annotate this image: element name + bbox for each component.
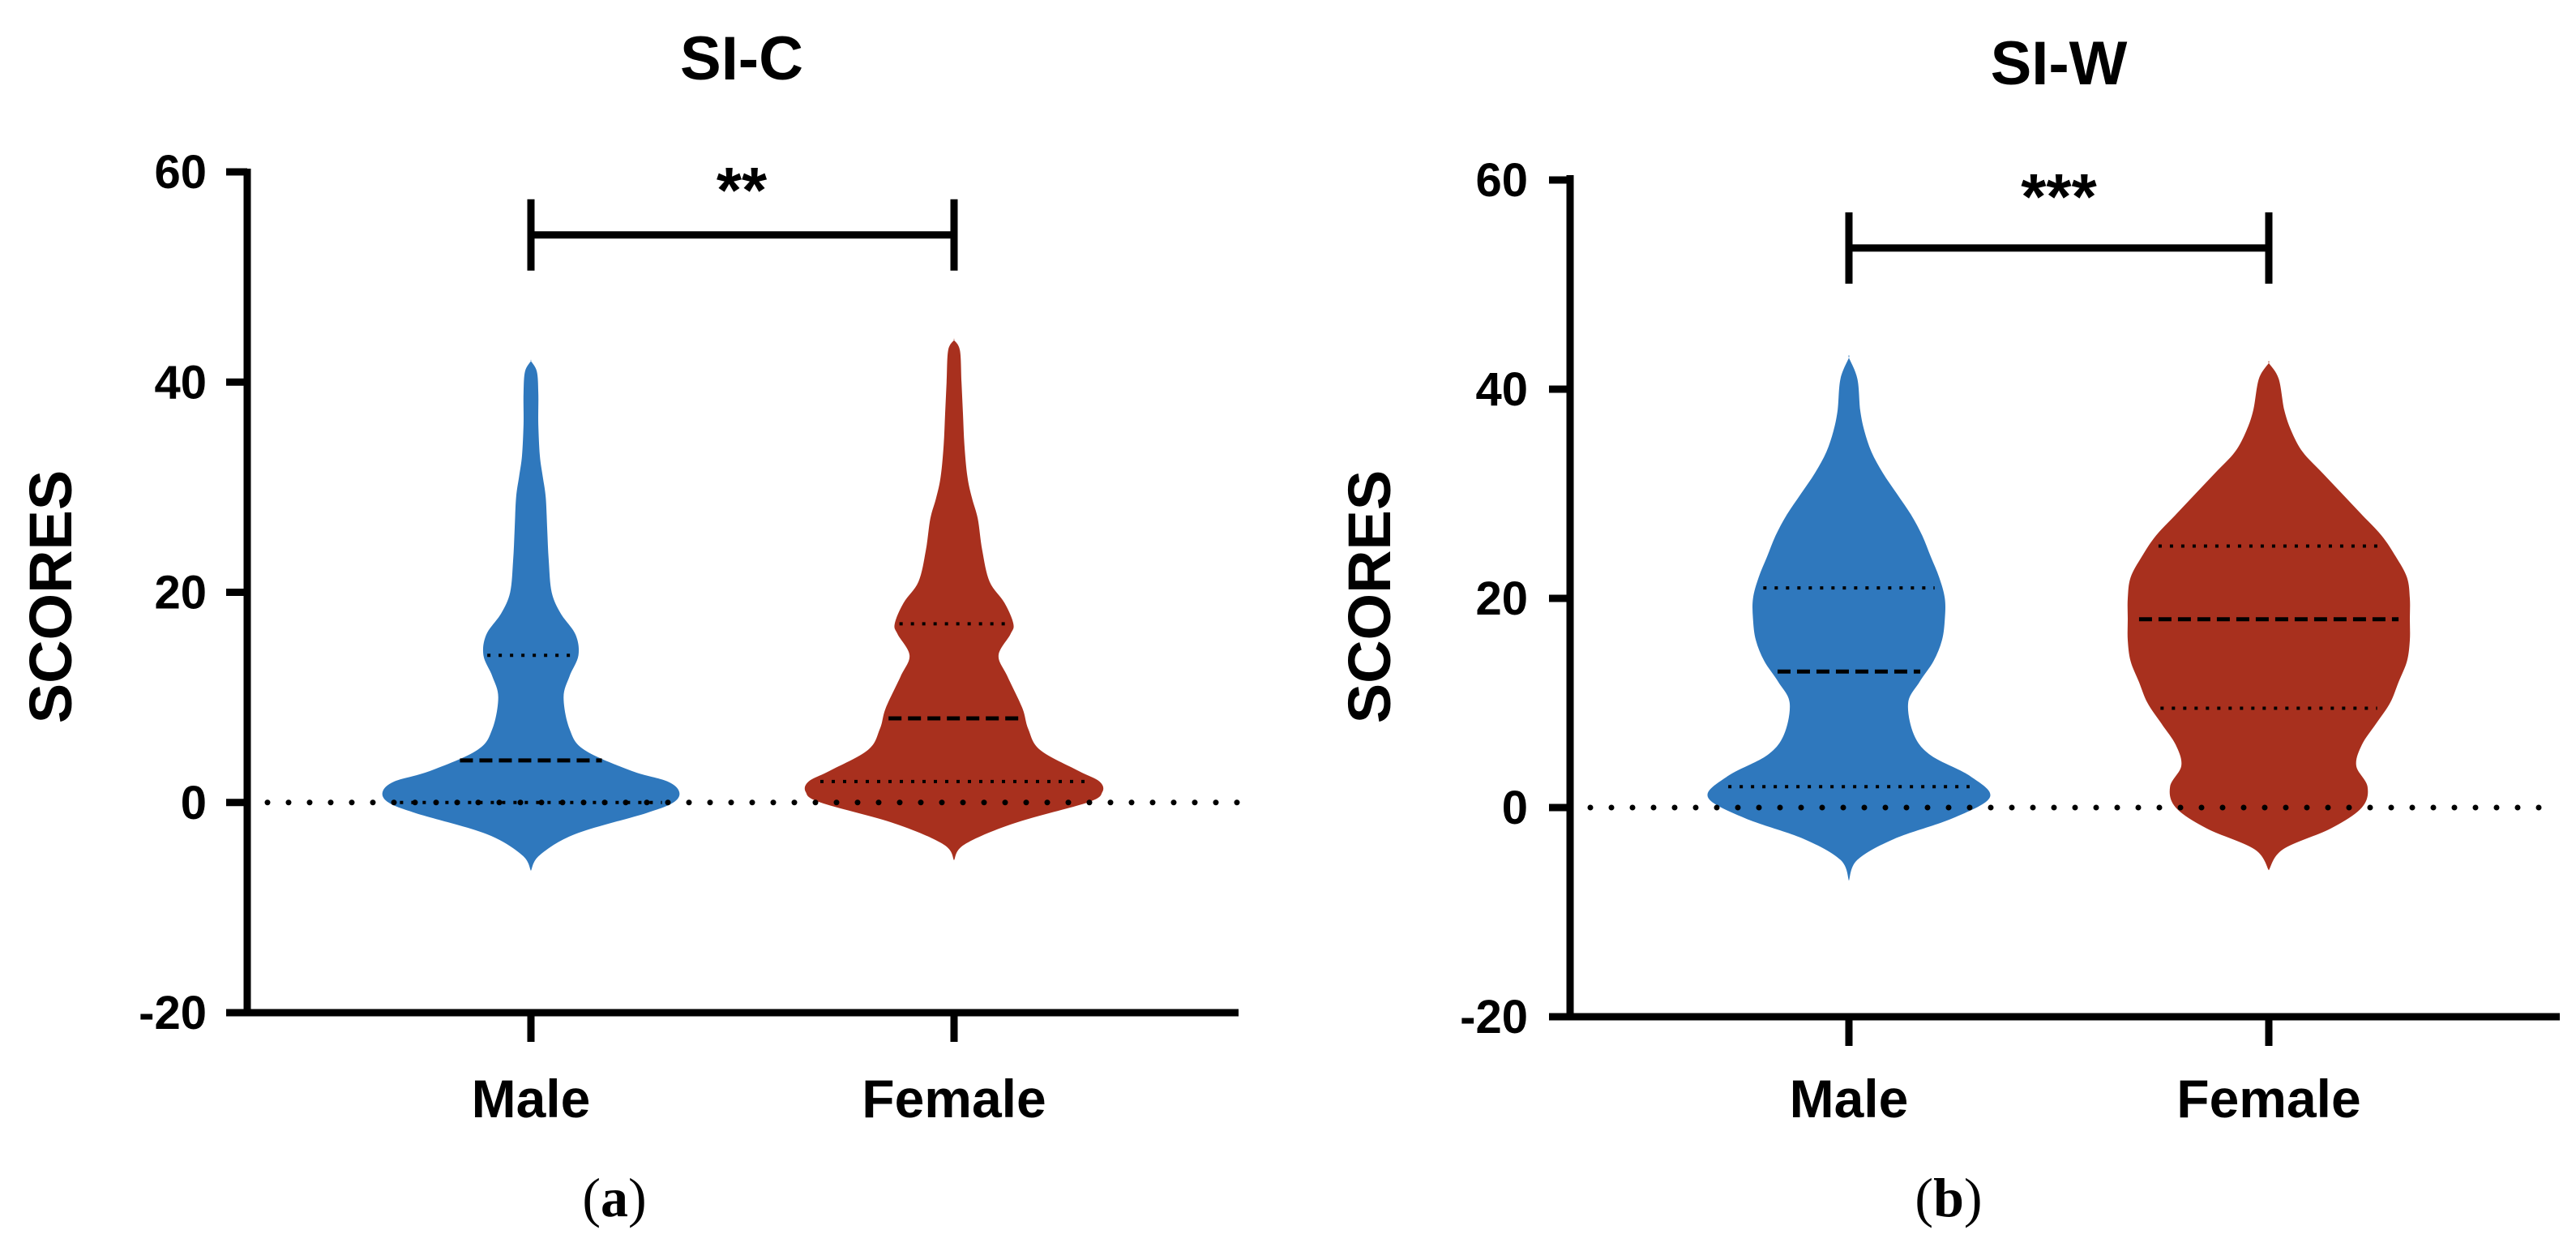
violin-male: [1707, 355, 1991, 881]
y-tick-label: 40: [1475, 363, 1528, 416]
y-tick-label: 0: [1502, 782, 1528, 834]
panel-caption: (a): [582, 1167, 646, 1228]
y-tick-label: 20: [154, 567, 207, 619]
chart-title: SI-C: [680, 24, 803, 93]
y-axis-label: SCORES: [17, 470, 84, 724]
significance-stars: **: [717, 154, 768, 226]
y-tick-label: 20: [1475, 572, 1528, 625]
chart-title: SI-W: [1991, 29, 2128, 98]
x-tick-label-male: Male: [1790, 1069, 1909, 1129]
y-tick-label: -20: [139, 987, 207, 1039]
panel-a: SI-C SCORES ** (a) 60 40 20 0 -20 Male Female: [17, 24, 1243, 1228]
violin-male: [382, 359, 680, 872]
significance-bracket: [1845, 212, 2273, 284]
y-axis-label: SCORES: [1336, 470, 1403, 724]
panel-caption: (b): [1915, 1167, 1982, 1228]
significance-bracket: [527, 199, 958, 271]
panel-b: SI-W SCORES *** (b) 60 40 20 0 -20 Male Female: [1336, 29, 2560, 1228]
violin-female: [2127, 361, 2411, 871]
significance-stars: ***: [2021, 161, 2097, 233]
y-tick-label: 40: [154, 356, 207, 409]
y-tick-label: 60: [154, 146, 207, 199]
y-tick-label: 0: [181, 777, 207, 829]
violin-female: [804, 338, 1104, 860]
x-tick-label-male: Male: [472, 1069, 591, 1129]
x-tick-label-female: Female: [2176, 1069, 2360, 1129]
y-tick-label: 60: [1475, 154, 1528, 207]
y-tick-label: -20: [1460, 991, 1528, 1043]
x-tick-label-female: Female: [862, 1069, 1046, 1129]
